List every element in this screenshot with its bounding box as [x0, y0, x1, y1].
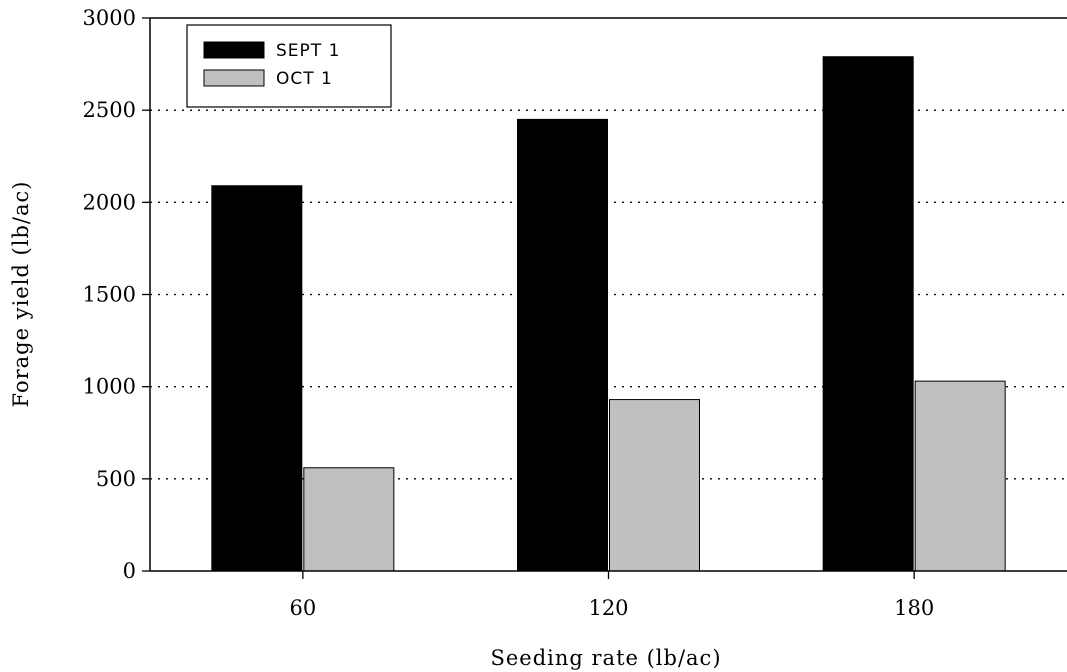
y-axis-title: Forage yield (lb/ac) — [9, 181, 33, 408]
x-tick-label: 120 — [588, 596, 628, 620]
gridlines — [150, 109, 1067, 480]
x-axis-title: Seeding rate (lb/ac) — [490, 646, 721, 670]
legend-box — [186, 24, 392, 108]
y-tick-label: 2500 — [83, 98, 136, 122]
bar-sept-1-60 — [211, 185, 303, 572]
y-tick-label: 1500 — [83, 283, 136, 307]
x-tick-label: 60 — [289, 596, 316, 620]
y-tick-label: 500 — [96, 467, 136, 491]
y-tick-label: 1000 — [83, 375, 136, 399]
legend: SEPT 1 OCT 1 — [186, 24, 392, 108]
bar-sept-1-180 — [822, 56, 914, 572]
y-tick-label: 0 — [123, 559, 136, 583]
bar-sept-1-120 — [517, 118, 608, 572]
legend-swatch-oct-1 — [203, 69, 265, 87]
y-axis-ticks: 0 500 1000 1500 2000 2500 3000 — [83, 6, 150, 583]
x-tick-label: 180 — [894, 596, 934, 620]
x-axis-ticks: 60 120 180 — [289, 571, 934, 620]
bar-oct-1-120 — [609, 399, 700, 572]
legend-swatch-sept-1 — [203, 41, 265, 59]
bars — [211, 56, 1006, 572]
y-tick-label: 3000 — [83, 6, 136, 30]
legend-label: OCT 1 — [276, 69, 333, 89]
bar-oct-1-60 — [303, 467, 395, 572]
y-tick-label: 2000 — [83, 190, 136, 214]
bar-oct-1-180 — [914, 380, 1006, 572]
legend-label: SEPT 1 — [276, 41, 340, 61]
